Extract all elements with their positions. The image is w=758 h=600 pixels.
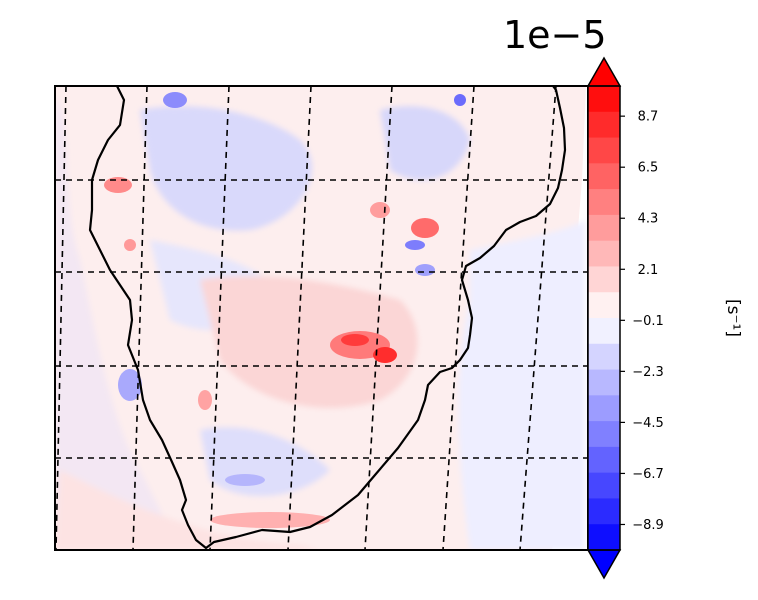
feature-blue-north [163,92,187,108]
colorbar-segment [588,240,620,267]
gridline-lon [132,86,148,550]
colorbar-segment [588,292,620,319]
colorbar-segment [588,369,620,396]
feature-blue-inland-2 [225,474,265,486]
gridlines-lat [55,179,588,459]
gridlines-lon [55,86,557,550]
colorbar-segment [588,137,620,164]
gridline-lon [364,86,393,550]
colorbar-ticks: 8.7 6.5 4.3 2.1 −0.1 −2.3 −4.5 −6.7 −8.9 [620,110,664,533]
colorbar-frame [587,85,621,551]
colorbar-segment [588,421,620,448]
colorbar-segment [588,498,620,525]
colorbar-tick-label: −2.3 [632,365,664,380]
colorbar-segment [588,343,620,371]
map-panel [55,86,588,550]
ocean-patch-west [55,95,180,550]
colorbar-tick-label: −6.7 [632,467,664,482]
colorbar-segment [588,318,620,345]
feature-blue-southwest [118,369,142,401]
feature-red-west-2 [124,239,136,251]
east-coast-blue [380,106,470,180]
feature-red-core-2 [373,347,397,363]
colorbar-segment [588,524,620,551]
ocean-south [55,470,320,550]
colorbar-tick-label: 6.5 [638,161,659,176]
inland-pink-center [200,276,418,408]
field-features [104,92,466,528]
colorbar-tick-label: 2.1 [638,263,659,278]
colorbar [586,56,622,580]
gridline-lon [209,86,230,550]
ocean-east [458,220,585,550]
colorbar-tick-label: −8.9 [632,518,664,533]
colorbar-tick-label: −0.1 [632,314,664,329]
coastline [88,86,567,550]
gridline-lon [442,86,475,550]
feature-blue-north-2 [454,94,466,106]
colorbar-tick-label: −4.5 [632,416,664,431]
colorbar-segment [588,189,620,216]
feature-blue-mid-east [415,264,435,276]
field-patches [55,95,585,550]
feature-red-south [198,390,212,410]
colorbar-segment [588,163,620,190]
colorbar-extend-max [586,56,622,87]
colorbar-segment [588,86,620,113]
feature-red-west [104,177,132,193]
feature-red-east [411,218,439,238]
feature-red-core-3 [341,334,369,346]
feature-red-inland [370,202,390,218]
colorbar-tick-label: 8.7 [638,110,659,125]
gridline-lon [519,86,557,550]
gridline-lon [287,86,312,550]
colorbar-segment [588,266,620,293]
feature-blue-east [405,240,425,250]
colorbar-segment [588,111,620,139]
colorbar-segment [588,214,620,242]
colorbar-segment [588,446,620,474]
colorbar-extend-min [586,549,622,580]
colorbar-tick-label: 4.3 [638,212,659,227]
colorbar-segment [588,472,620,499]
gridline-lon [55,86,67,550]
colorbar-label: [s⁻¹] [723,299,743,337]
colorbar-segment [588,395,620,422]
feature-red-south-coast [210,512,330,528]
scale-factor-label: 1e−5 [503,13,607,57]
